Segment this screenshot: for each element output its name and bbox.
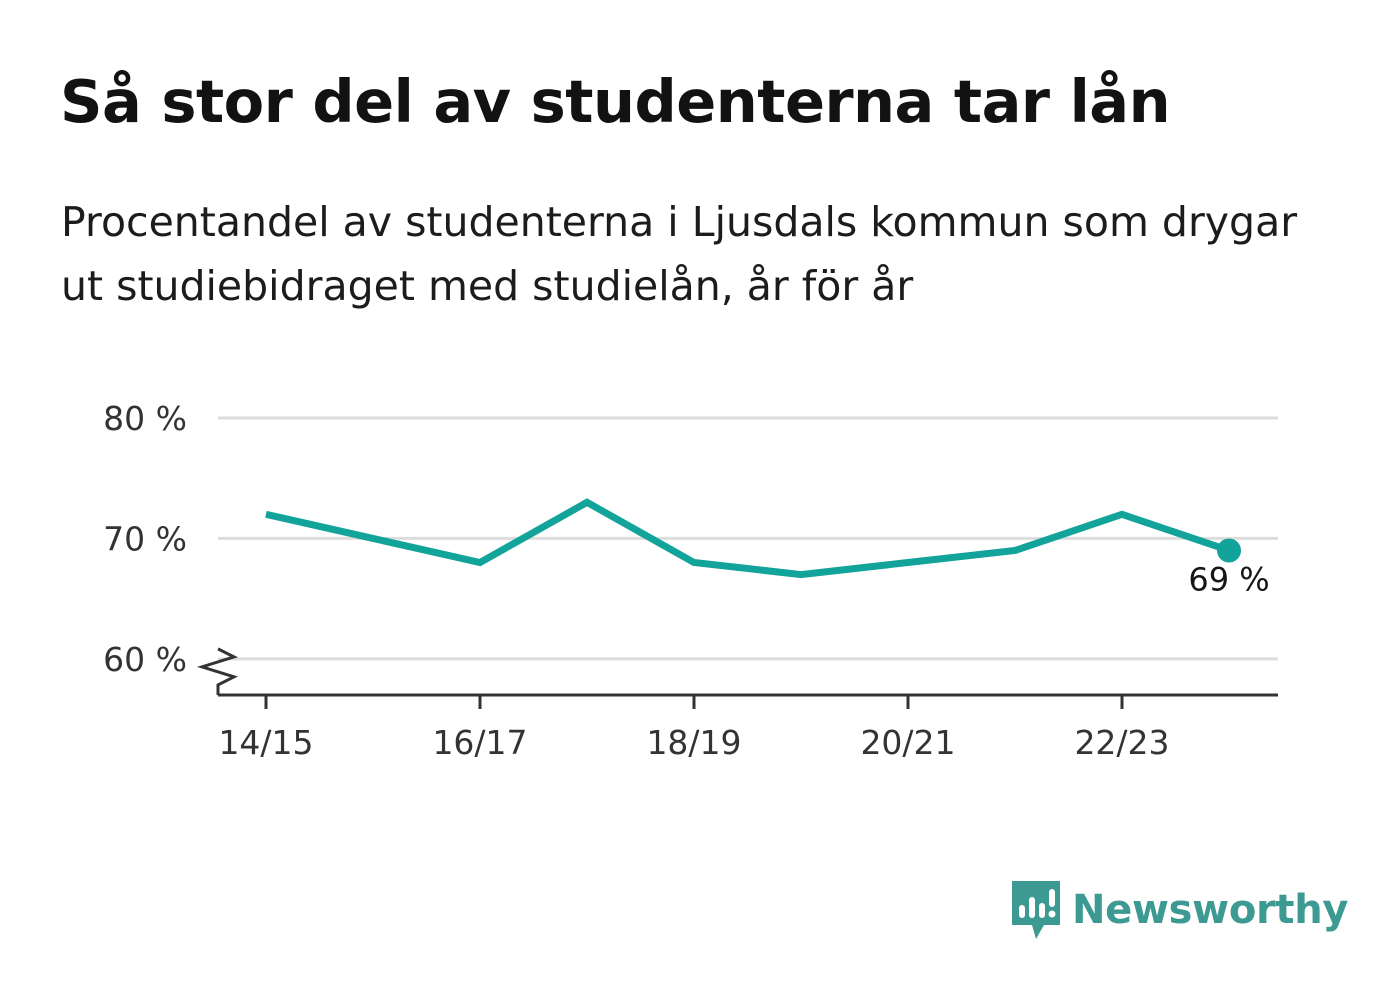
x-tick-label: 18/19 [646,723,741,762]
y-tick-label: 70 % [103,519,187,558]
x-tick-label: 22/23 [1074,723,1169,762]
x-tick-label: 20/21 [860,723,955,762]
chart-subtitle: Procentandel av studenterna i Ljusdals k… [61,198,1298,310]
y-axis-labels: 60 % 70 % 80 % [103,399,187,679]
newsworthy-logo-icon [1012,881,1060,939]
series-line [265,498,1231,579]
x-tick-label: 14/15 [218,723,313,762]
last-point-marker [1217,538,1241,563]
x-axis [196,647,1278,709]
y-tick-label: 60 % [103,640,187,679]
y-tick-label: 80 % [103,399,187,438]
gridlines [218,416,1278,661]
x-axis-labels: 14/15 16/17 18/19 20/21 22/23 [218,723,1169,762]
x-tick-label: 16/17 [432,723,527,762]
brand-logo: Newsworthy [1010,878,1349,942]
axis-break-icon [196,647,238,695]
series-layer: 69 % [265,498,1270,598]
last-point-label: 69 % [1188,560,1269,598]
brand-name: Newsworthy [1072,887,1349,933]
chart-title: Så stor del av studenterna tar lån [60,67,1171,136]
